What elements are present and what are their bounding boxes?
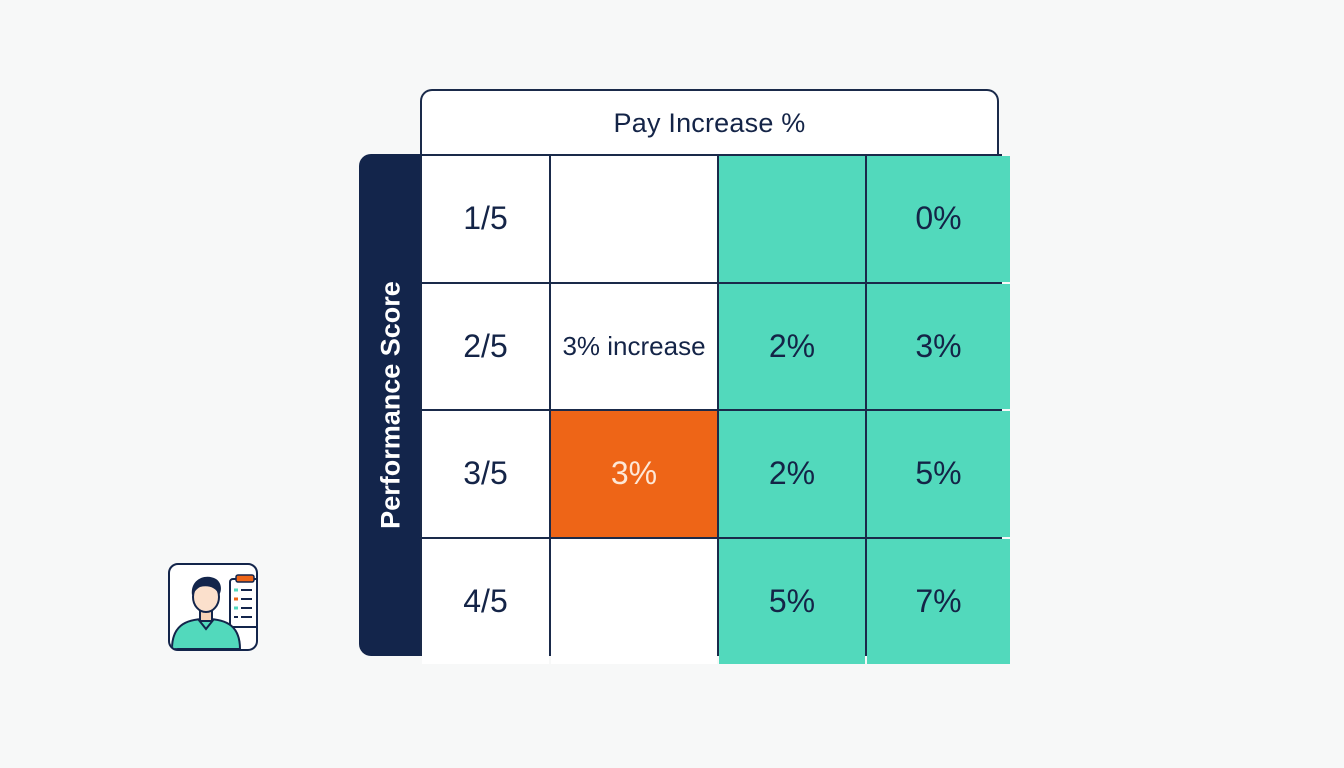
score-cell: 1/5 [422,156,549,282]
matrix-cell: 0% [867,156,1010,282]
matrix-cell: 5% [719,538,865,664]
pay-increase-title: Pay Increase % [613,107,806,138]
matrix-cell: 2% [719,283,865,409]
highlighted-matrix-cell: 3% [551,411,717,537]
employee-evaluation-icon [168,563,258,651]
matrix-cell [719,156,865,282]
score-cell: 3/5 [422,411,549,537]
matrix-cell: 7% [867,538,1010,664]
matrix-cell: 5% [867,411,1010,537]
matrix-cell [551,156,717,282]
matrix-cell: 2% [719,411,865,537]
employee-evaluation-svg [170,574,256,649]
matrix-cell: 3% [867,283,1010,409]
matrix-cell: 3% increase [551,283,717,409]
performance-score-label: Performance Score [375,281,405,529]
score-cell: 2/5 [422,283,549,409]
matrix-cell [551,538,717,664]
pay-increase-header: Pay Increase % [420,89,999,155]
performance-score-bar: Performance Score [359,154,422,656]
pay-matrix-grid: 1/5 0% 2/5 3% increase 2% 3% 3/5 3% 2% 5… [420,154,1010,664]
score-cell: 4/5 [422,538,549,664]
